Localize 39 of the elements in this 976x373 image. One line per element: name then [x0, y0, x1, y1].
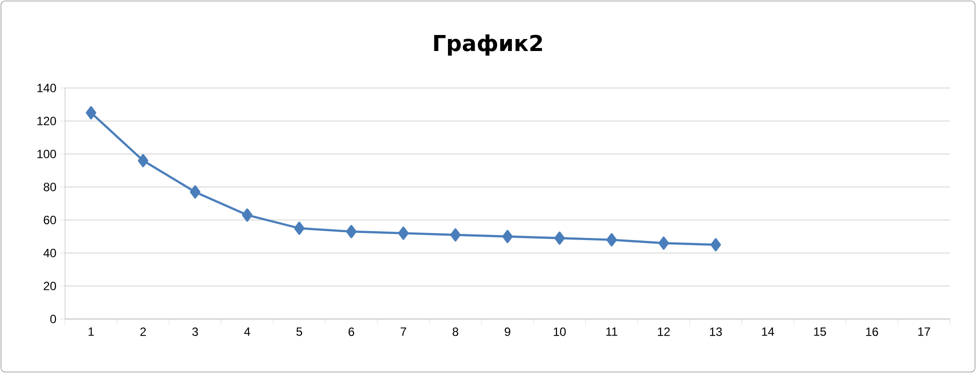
point: [710, 238, 721, 252]
x-tick-label: 17: [918, 328, 930, 336]
point: [190, 185, 200, 199]
x-tick-label: 3: [192, 328, 198, 336]
y-tick-label: 40: [43, 248, 56, 258]
y-tick-label: 80: [44, 182, 56, 192]
x-tick-label: 7: [400, 328, 406, 336]
x-tick-label: 6: [348, 328, 354, 336]
y-tick-label: 60: [44, 216, 56, 224]
point: [398, 226, 409, 240]
point: [658, 236, 669, 250]
x-tick-label: 1: [88, 328, 94, 336]
x-tick-label: 8: [452, 328, 458, 336]
y-tick-label: 140: [37, 84, 56, 92]
x-tick-label: 14: [762, 328, 774, 336]
point: [450, 228, 461, 242]
point: [138, 154, 148, 168]
x-tick-label: 10: [554, 328, 566, 336]
point: [346, 224, 357, 238]
point: [554, 232, 565, 245]
x-tick-label: 12: [658, 328, 670, 336]
x-tick-label: 5: [296, 328, 302, 336]
x-tick-label: 13: [710, 328, 722, 336]
y-tick-label: 100: [37, 150, 56, 158]
x-tick-label: 4: [244, 328, 250, 336]
point: [242, 208, 252, 222]
chart-title: График2: [434, 34, 542, 56]
y-tick-label: 0: [50, 314, 56, 324]
point: [606, 233, 617, 246]
point: [294, 222, 304, 235]
point: [502, 230, 513, 244]
point: [86, 106, 96, 120]
x-tick-label: 9: [504, 328, 510, 336]
y-tick-label: 20: [44, 282, 56, 290]
y-tick-label: 120: [37, 116, 56, 126]
x-tick-label: 2: [140, 328, 146, 336]
x-tick-label: 11: [606, 328, 618, 336]
x-tick-label: 16: [866, 328, 878, 336]
x-tick-label: 15: [814, 328, 826, 336]
